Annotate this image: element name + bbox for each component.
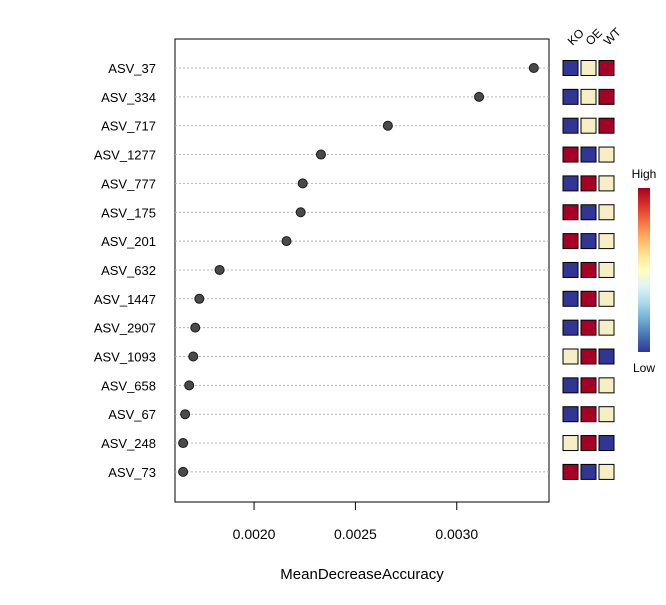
heatmap-cell xyxy=(598,88,615,105)
heatmap xyxy=(562,60,615,480)
heatmap-cell xyxy=(598,175,615,192)
data-point xyxy=(295,207,306,218)
data-point xyxy=(297,178,308,189)
heatmap-cell xyxy=(580,290,597,307)
heatmap-cell xyxy=(580,463,597,480)
heatmap-cell xyxy=(598,406,615,423)
heatmap-cell xyxy=(598,348,615,365)
heatmap-cell xyxy=(562,319,579,336)
category-label: ASV_37 xyxy=(108,61,156,76)
data-point xyxy=(528,63,539,73)
heatmap-cell xyxy=(562,204,579,221)
data-point xyxy=(281,236,292,247)
heatmap-cell xyxy=(562,435,579,452)
data-point xyxy=(178,438,189,449)
heatmap-cell xyxy=(562,60,579,76)
heatmap-cell xyxy=(562,406,579,423)
category-label: ASV_777 xyxy=(101,176,156,191)
heatmap-cell xyxy=(580,146,597,163)
heatmap-cell xyxy=(598,261,615,278)
data-point xyxy=(184,380,195,391)
heatmap-cell xyxy=(598,463,615,480)
category-label: ASV_67 xyxy=(108,407,156,422)
data-point xyxy=(178,466,189,477)
heatmap-cell xyxy=(562,88,579,105)
heatmap-cell xyxy=(562,261,579,278)
heatmap-cell xyxy=(598,319,615,336)
heatmap-cell xyxy=(598,435,615,452)
data-point xyxy=(382,120,393,131)
heatmap-cell xyxy=(580,377,597,394)
heatmap-cell xyxy=(580,117,597,134)
heatmap-cell xyxy=(562,146,579,163)
legend-color-bar xyxy=(638,188,650,352)
heatmap-cell xyxy=(598,377,615,394)
heatmap-cell xyxy=(580,175,597,192)
heatmap-cell xyxy=(580,261,597,278)
heatmap-cell xyxy=(562,348,579,365)
category-label: ASV_632 xyxy=(101,263,156,278)
x-axis: 0.0020 0.0025 0.0030 xyxy=(233,501,478,542)
x-tick-label: 0.0030 xyxy=(435,526,478,542)
heatmap-cell xyxy=(580,204,597,221)
category-label: ASV_248 xyxy=(101,436,156,451)
category-label: ASV_73 xyxy=(108,465,156,480)
heatmap-cell xyxy=(562,290,579,307)
category-label: ASV_2907 xyxy=(94,321,156,336)
heatmap-cell xyxy=(562,175,579,192)
heatmap-cell xyxy=(580,348,597,365)
heatmap-cell xyxy=(580,406,597,423)
category-label: ASV_201 xyxy=(101,234,156,249)
category-label: ASV_717 xyxy=(101,119,156,134)
data-point xyxy=(190,322,201,333)
category-label: ASV_334 xyxy=(101,90,156,105)
legend-low-label: Low xyxy=(633,361,655,375)
category-label: ASV_1447 xyxy=(94,292,156,307)
data-point xyxy=(474,91,485,102)
category-label: ASV_175 xyxy=(101,205,156,220)
heatmap-cell xyxy=(580,435,597,452)
data-point xyxy=(194,293,205,304)
heatmap-cell xyxy=(562,233,579,250)
category-labels: ASV_37 ASV_334 ASV_717 ASV_1277 ASV_777 ASV_1… xyxy=(94,61,156,480)
x-axis-label: MeanDecreaseAccuracy xyxy=(280,566,444,583)
heatmap-column-header: WT xyxy=(601,25,625,49)
color-legend: High Low xyxy=(632,167,657,375)
x-tick-label: 0.0025 xyxy=(334,526,377,542)
category-label: ASV_1277 xyxy=(94,148,156,163)
heatmap-cell xyxy=(580,88,597,105)
grid-layer xyxy=(175,67,549,473)
heatmap-cell xyxy=(598,290,615,307)
heatmap-cell xyxy=(598,60,615,76)
category-label: ASV_658 xyxy=(101,378,156,393)
heatmap-cell xyxy=(598,146,615,163)
category-label: ASV_1093 xyxy=(94,350,156,365)
data-point xyxy=(188,351,199,362)
heatmap-cell xyxy=(562,117,579,134)
heatmap-cell xyxy=(598,204,615,221)
legend-high-label: High xyxy=(632,167,657,181)
heatmap-cell xyxy=(562,377,579,394)
heatmap-cell xyxy=(580,319,597,336)
heatmap-cell xyxy=(562,463,579,480)
heatmap-cell xyxy=(580,233,597,250)
heatmap-cell xyxy=(598,233,615,250)
heatmap-cell xyxy=(598,117,615,134)
heatmap-cell xyxy=(580,60,597,76)
data-point xyxy=(315,149,326,160)
plot-box xyxy=(174,38,550,503)
data-point xyxy=(180,409,191,420)
x-tick-label: 0.0020 xyxy=(233,526,276,542)
data-point xyxy=(214,264,225,275)
point-layer xyxy=(178,63,539,477)
